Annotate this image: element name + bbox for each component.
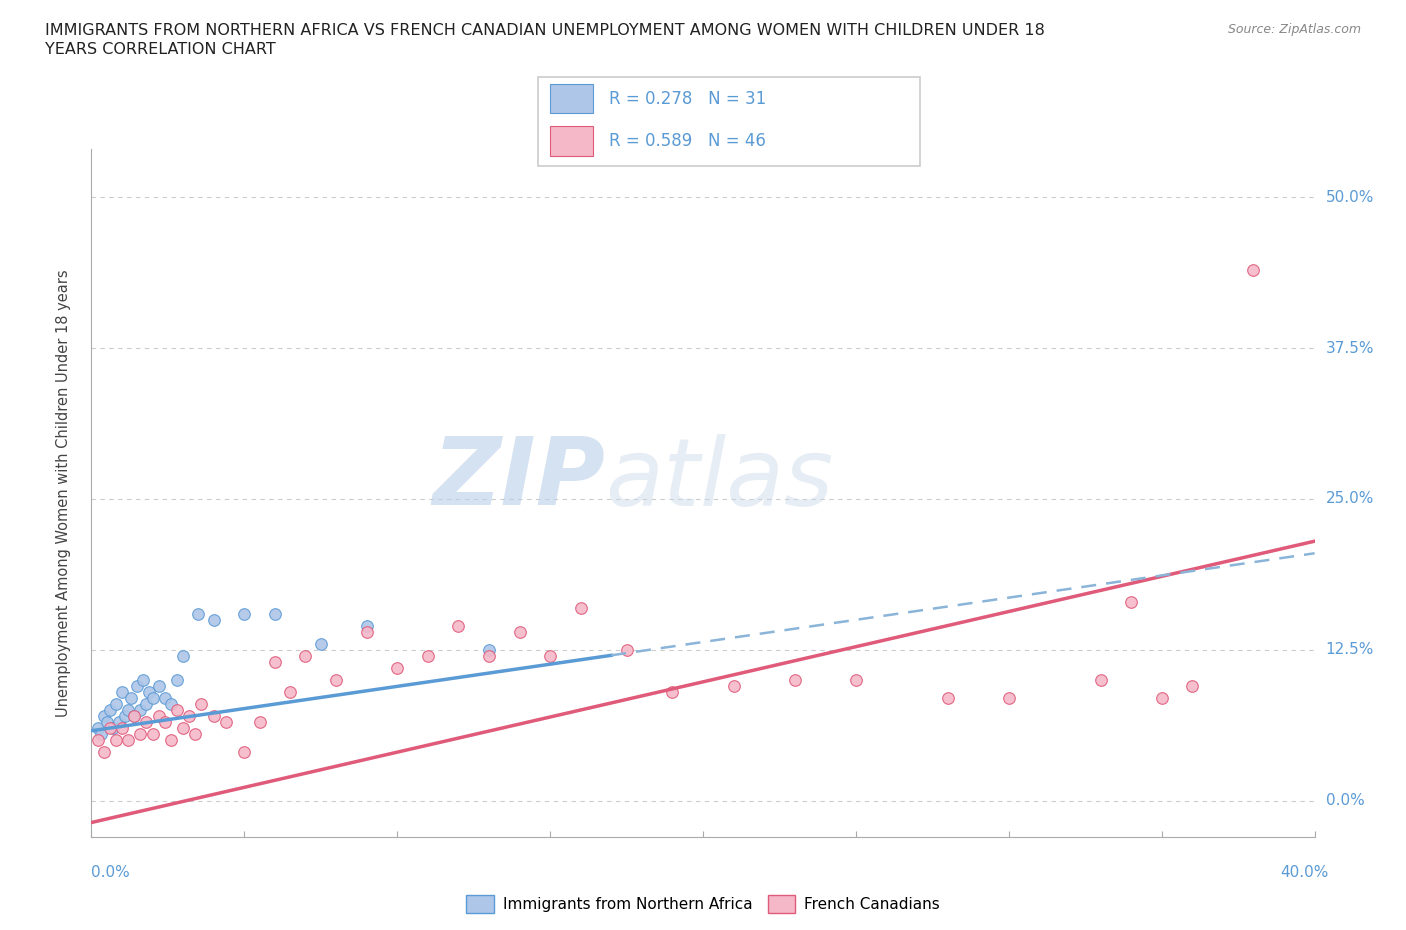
Point [172,721,194,736]
Point [86,733,108,748]
Point [936,691,959,706]
Text: ZIP: ZIP [432,433,605,525]
Point [117,703,139,718]
Text: IMMIGRANTS FROM NORTHERN AFRICA VS FRENCH CANADIAN UNEMPLOYMENT AMONG WOMEN WITH: IMMIGRANTS FROM NORTHERN AFRICA VS FRENC… [45,23,1045,38]
Point [356,618,378,633]
Point [160,733,183,748]
Text: 25.0%: 25.0% [1326,491,1374,507]
Text: 37.5%: 37.5% [1326,340,1374,355]
Point [160,697,183,711]
Point [202,709,225,724]
Point [249,715,271,730]
Point [166,672,188,687]
Point [264,606,287,621]
Text: 0.0%: 0.0% [1326,793,1364,808]
Point [215,715,238,730]
Text: 12.5%: 12.5% [1326,643,1374,658]
Point [723,679,745,694]
Point [166,703,188,718]
Point [416,648,439,663]
Point [104,733,127,748]
Point [93,745,115,760]
Point [141,727,163,742]
Point [135,697,157,711]
Point [478,648,501,663]
Point [108,715,131,730]
Text: R = 0.278   N = 31: R = 0.278 N = 31 [609,89,766,108]
Point [233,745,256,760]
Text: YEARS CORRELATION CHART: YEARS CORRELATION CHART [45,42,276,57]
Point [117,733,139,748]
Point [845,672,868,687]
Point [294,648,316,663]
Point [385,660,409,675]
Point [187,606,209,621]
Point [148,679,170,694]
Point [278,684,301,699]
Point [325,672,347,687]
Point [132,672,155,687]
Point [1150,691,1173,706]
Point [202,612,225,627]
Point [478,643,501,658]
Point [101,721,124,736]
Point [356,624,378,639]
Point [447,618,470,633]
Point [93,709,115,724]
Point [148,709,170,724]
FancyBboxPatch shape [550,84,593,113]
Text: 50.0%: 50.0% [1326,190,1374,205]
Point [153,715,176,730]
Point [90,727,112,742]
Point [309,636,332,651]
Point [86,721,108,736]
Point [1090,672,1112,687]
Point [179,709,201,724]
Point [783,672,806,687]
FancyBboxPatch shape [538,77,920,166]
Point [98,721,121,736]
Point [264,655,287,670]
Point [129,703,152,718]
Point [1243,262,1265,277]
Point [122,709,145,724]
Point [569,600,592,615]
Point [96,715,118,730]
Point [111,684,134,699]
Point [141,691,163,706]
Point [509,624,531,639]
Point [233,606,256,621]
Text: 40.0%: 40.0% [1281,865,1329,880]
Point [122,709,145,724]
Point [127,679,149,694]
Point [138,684,160,699]
Point [114,709,136,724]
Point [172,648,194,663]
Text: R = 0.589   N = 46: R = 0.589 N = 46 [609,132,766,151]
Text: atlas: atlas [605,433,834,525]
Point [998,691,1021,706]
Text: 0.0%: 0.0% [91,865,131,880]
Point [153,691,176,706]
Point [98,703,121,718]
Y-axis label: Unemployment Among Women with Children Under 18 years: Unemployment Among Women with Children U… [56,269,70,717]
Point [104,697,127,711]
Point [616,643,638,658]
Point [129,727,152,742]
Point [184,727,207,742]
Point [1181,679,1204,694]
Point [661,684,683,699]
Text: Source: ZipAtlas.com: Source: ZipAtlas.com [1227,23,1361,36]
Point [190,697,212,711]
Legend: Immigrants from Northern Africa, French Canadians: Immigrants from Northern Africa, French … [460,889,946,919]
Point [111,721,134,736]
FancyBboxPatch shape [550,126,593,156]
Point [120,691,142,706]
Point [538,648,561,663]
Point [135,715,157,730]
Point [1121,594,1143,609]
